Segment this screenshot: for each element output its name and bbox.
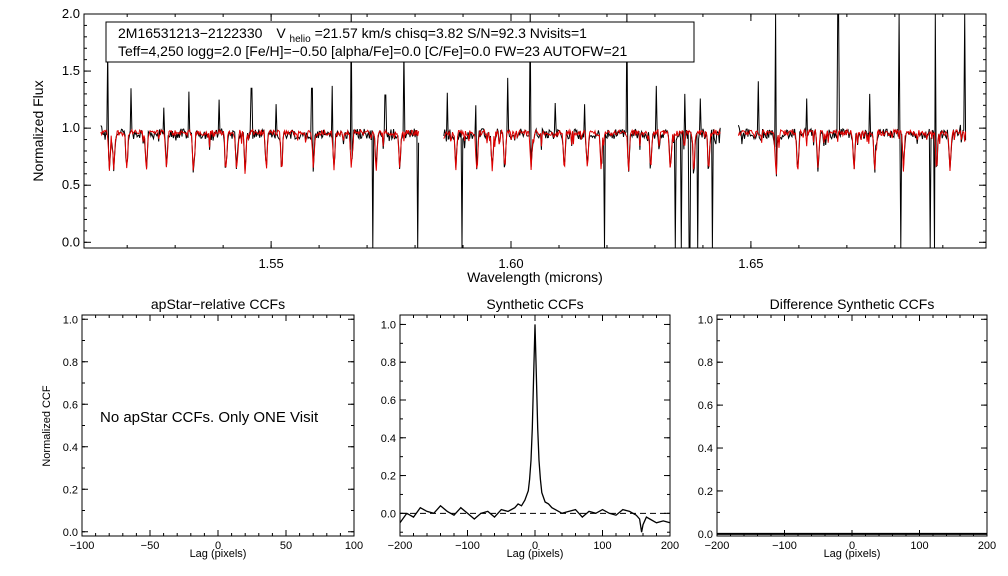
y-tick-label: 0.6 bbox=[698, 400, 713, 412]
y-tick-label: 0.6 bbox=[63, 399, 78, 411]
apstar-ccf-ticks: −100 −50 0 50 100 0.0 0.2 0.4 0.6 0.8 1.0 bbox=[63, 314, 363, 552]
x-tick-label: 100 bbox=[910, 540, 928, 552]
difference-ccf-frame bbox=[716, 314, 988, 537]
no-apstar-ccf-message: No apStar CCFs. Only ONE Visit bbox=[100, 409, 319, 426]
synthetic-ccf-panel: −200 −100 0 100 200 0.0 0.2 0.4 0.6 0.8 1.0 Synthe… bbox=[381, 296, 679, 560]
x-tick-label: 0 bbox=[215, 540, 221, 552]
x-tick-label: −100 bbox=[455, 540, 480, 552]
x-tick-label: −50 bbox=[141, 540, 160, 552]
apstar-ccf-title: apStar−relative CCFs bbox=[151, 296, 285, 312]
x-tick-label: 100 bbox=[593, 540, 611, 552]
y-tick-label: 0.0 bbox=[62, 234, 80, 249]
y-tick-label: 0.2 bbox=[63, 484, 78, 496]
y-tick-label: 0.2 bbox=[698, 486, 713, 498]
info-line-1: 2M16531213−2122330 V helio =21.57 km/s c… bbox=[118, 25, 587, 45]
spectrum-plot-frame bbox=[83, 13, 987, 249]
y-tick-label: 0.8 bbox=[381, 357, 396, 369]
info-vhelio-prefix: V bbox=[276, 25, 286, 41]
info-vhelio-sub: helio bbox=[290, 34, 312, 45]
x-tick-label: −100 bbox=[772, 540, 797, 552]
apstar-ccf-panel: −100 −50 0 50 100 0.0 0.2 0.4 0.6 0.8 1.0 apStar−r… bbox=[41, 296, 363, 560]
spectrum-plot-area bbox=[100, 13, 967, 249]
x-tick-label: 1.55 bbox=[258, 256, 283, 271]
y-tick-label: 0.0 bbox=[63, 527, 78, 539]
x-tick-label: 0 bbox=[849, 540, 855, 552]
y-tick-label: 0.8 bbox=[698, 357, 713, 369]
y-tick-label: 1.0 bbox=[698, 314, 713, 326]
x-tick-label: 1.60 bbox=[498, 256, 523, 271]
y-tick-label: 1.0 bbox=[381, 319, 396, 331]
info-line-1-rest: =21.57 km/s chisq=3.82 S/N=92.3 Nvisits=… bbox=[315, 25, 588, 41]
difference-ccf-panel: −200 −100 0 100 200 0.0 0.2 0.4 0.6 0.8 1.0 Differ… bbox=[698, 296, 996, 560]
spectrum-panel: 1.55 1.60 1.65 0.0 0.5 1.0 1.5 2.0 Wavelength (… bbox=[30, 6, 987, 285]
info-star-id: 2M16531213−2122330 bbox=[118, 25, 263, 41]
difference-ccf-title: Difference Synthetic CCFs bbox=[770, 296, 935, 312]
synthetic-ccf-ticks: −200 −100 0 100 200 0.0 0.2 0.4 0.6 0.8 1.0 bbox=[381, 315, 679, 552]
y-tick-label: 0.4 bbox=[381, 433, 396, 445]
synthetic-ccf-title: Synthetic CCFs bbox=[486, 296, 583, 312]
x-tick-label: 100 bbox=[345, 540, 363, 552]
y-tick-label: 0.8 bbox=[63, 357, 78, 369]
spectrum-xlabel: Wavelength (microns) bbox=[467, 269, 603, 285]
y-tick-label: 0.0 bbox=[381, 508, 396, 520]
y-tick-label: 2.0 bbox=[62, 6, 80, 21]
y-tick-label: 1.5 bbox=[62, 63, 80, 78]
y-tick-label: 0.4 bbox=[698, 443, 713, 455]
x-tick-label: −200 bbox=[705, 540, 730, 552]
synthetic-ccf-xlabel: Lag (pixels) bbox=[507, 548, 564, 560]
x-tick-label: 50 bbox=[280, 540, 292, 552]
x-tick-label: −200 bbox=[388, 540, 413, 552]
synthetic-spectrum-line bbox=[100, 128, 967, 175]
y-tick-label: 0.5 bbox=[62, 177, 80, 192]
x-tick-label: 1.65 bbox=[738, 256, 763, 271]
y-tick-label: 0.6 bbox=[381, 395, 396, 407]
y-tick-label: 0.4 bbox=[63, 442, 78, 454]
y-tick-label: 0.0 bbox=[698, 529, 713, 541]
apstar-ccf-xlabel: Lag (pixels) bbox=[190, 548, 247, 560]
x-tick-label: 0 bbox=[532, 540, 538, 552]
difference-ccf-ticks: −200 −100 0 100 200 0.0 0.2 0.4 0.6 0.8 1.0 bbox=[698, 314, 996, 552]
info-line-2: Teff=4,250 logg=2.0 [Fe/H]=−0.50 [alpha/… bbox=[118, 43, 627, 59]
spectrum-info-box: 2M16531213−2122330 V helio =21.57 km/s c… bbox=[105, 21, 695, 63]
spectrum-ylabel: Normalized Flux bbox=[30, 80, 46, 181]
y-tick-label: 0.2 bbox=[381, 471, 396, 483]
apstar-ccf-ylabel: Normalized CCF bbox=[41, 385, 53, 467]
x-tick-label: 200 bbox=[978, 540, 996, 552]
x-tick-label: 200 bbox=[661, 540, 679, 552]
y-tick-label: 1.0 bbox=[63, 314, 78, 326]
x-tick-label: −100 bbox=[70, 540, 95, 552]
spectrum-ticks: 1.55 1.60 1.65 0.0 0.5 1.0 1.5 2.0 bbox=[62, 6, 986, 271]
info-box-frame bbox=[105, 21, 695, 63]
difference-ccf-xlabel: Lag (pixels) bbox=[824, 548, 881, 560]
synthetic-ccf-line bbox=[399, 324, 671, 533]
y-tick-label: 1.0 bbox=[62, 120, 80, 135]
